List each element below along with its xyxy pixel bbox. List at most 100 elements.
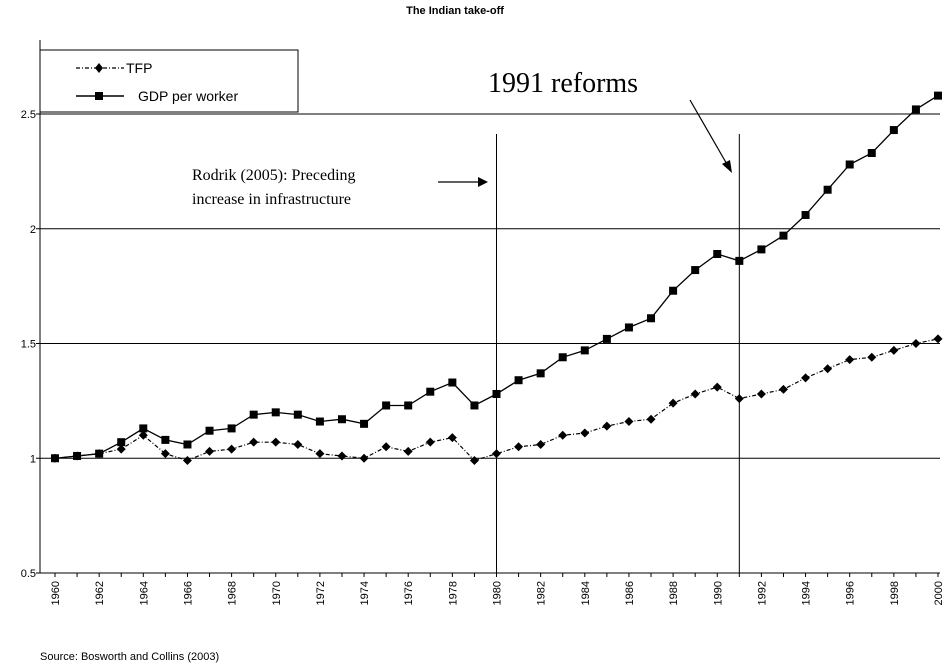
gdp-point (183, 440, 192, 449)
tfp-point (580, 428, 590, 438)
tfp-point (403, 446, 413, 456)
annotation-1991-arrow-line (689, 99, 729, 167)
gdp-point (117, 438, 126, 447)
x-axis-ticks: 1960 1962 1964 1966 1968 1970 1972 1974 1976 1978… (50, 573, 944, 605)
tfp-point (867, 352, 877, 362)
gdp-point (558, 353, 567, 362)
tfp-point (734, 394, 744, 404)
x-tick-label: 2000 (933, 581, 944, 605)
tfp-point (690, 389, 700, 399)
tfp-point (359, 453, 369, 463)
x-tick-label: 1966 (182, 581, 194, 605)
gdp-point (713, 249, 722, 258)
annotation-rodrik-line2: increase in infrastructure (192, 191, 351, 208)
gdp-point (205, 426, 214, 435)
y-tick-label: 2.5 (21, 109, 36, 121)
x-tick-label: 1996 (845, 581, 857, 605)
y-tick-label: 1 (30, 453, 36, 465)
x-tick-label: 1992 (756, 581, 768, 605)
gdp-point (823, 185, 832, 194)
tfp-point (646, 414, 656, 424)
legend: TFP GDP per worker (39, 49, 299, 113)
gdp-point (911, 105, 920, 114)
legend-box (39, 49, 299, 113)
tfp-point (205, 446, 215, 456)
x-tick-label: 1964 (138, 581, 150, 605)
tfp-point (845, 355, 855, 365)
legend-tfp-label: TFP (126, 60, 152, 76)
gdp-point (470, 401, 479, 410)
gdp-point (404, 401, 413, 410)
source-note: Source: Bosworth and Collins (2003) (40, 651, 219, 663)
gdp-point (647, 314, 656, 323)
gdp-point (580, 346, 589, 355)
gdp-point (139, 424, 148, 433)
tfp-point (447, 433, 457, 443)
gdp-point (934, 91, 942, 100)
annotation-rodrik-arrowhead-icon (478, 177, 488, 187)
gdp-point (426, 387, 435, 396)
gdp-point (227, 424, 236, 433)
tfp-point (712, 382, 722, 392)
x-tick-label: 1994 (801, 581, 813, 605)
chart-title: The Indian take-off (406, 5, 504, 17)
gdp-point (691, 266, 700, 275)
gdp-point (448, 378, 457, 387)
tfp-point (182, 456, 192, 466)
gdp-point (735, 256, 744, 265)
gdp-point (161, 435, 170, 444)
gdp-point (867, 149, 876, 158)
y-axis-ticks: 0.5 1 1.5 2 2.5 (21, 109, 40, 580)
gdp-point (293, 410, 302, 419)
gdp-point (337, 415, 346, 424)
gdp-point (271, 408, 280, 417)
x-tick-label: 1980 (492, 581, 504, 605)
gdp-point (801, 210, 810, 219)
gdp-point (382, 401, 391, 410)
tfp-point (425, 437, 435, 447)
x-tick-label: 1998 (889, 581, 901, 605)
gdp-point (624, 323, 633, 332)
annotation-rodrik-line1: Rodrik (2005): Preceding (192, 167, 356, 184)
gdp-point (845, 160, 854, 169)
gdp-point (95, 449, 104, 458)
x-tick-label: 1960 (50, 581, 62, 605)
gdp-point (669, 286, 678, 295)
x-tick-label: 1970 (271, 581, 283, 605)
y-tick-label: 1.5 (21, 339, 36, 351)
x-tick-label: 1978 (447, 581, 459, 605)
x-tick-label: 1972 (315, 581, 327, 605)
legend-gdp-square-icon (95, 92, 103, 100)
plot-frame (39, 40, 940, 574)
x-tick-label: 1982 (536, 581, 548, 605)
legend-tfp-diamond-icon (95, 63, 103, 73)
tfp-point (668, 398, 678, 408)
x-tick-label: 1984 (580, 581, 592, 605)
series-layer (50, 91, 943, 466)
tfp-point (315, 449, 325, 459)
x-tick-label: 1986 (624, 581, 636, 605)
tfp-point (933, 334, 943, 344)
gdp-point (514, 376, 523, 385)
gdp-point (315, 417, 324, 426)
tfp-point (116, 444, 126, 454)
tfp-point (469, 456, 479, 466)
tfp-point (624, 417, 634, 427)
gdp-point (51, 454, 59, 463)
tfp-point (823, 364, 833, 374)
gdp-point (757, 245, 766, 254)
tfp-point (756, 389, 766, 399)
annotation-1991-arrowhead-icon (722, 160, 732, 173)
annotation-1991-reforms: 1991 reforms (488, 68, 638, 99)
tfp-point (801, 373, 811, 383)
tfp-point (778, 384, 788, 394)
tfp-point (381, 442, 391, 452)
tfp-point (138, 430, 148, 440)
x-tick-label: 1962 (94, 581, 106, 605)
gdp-point (536, 369, 545, 378)
tfp-point (227, 444, 237, 454)
gdp-point (73, 451, 82, 460)
gridlines (40, 113, 940, 459)
tfp-point (536, 439, 546, 449)
